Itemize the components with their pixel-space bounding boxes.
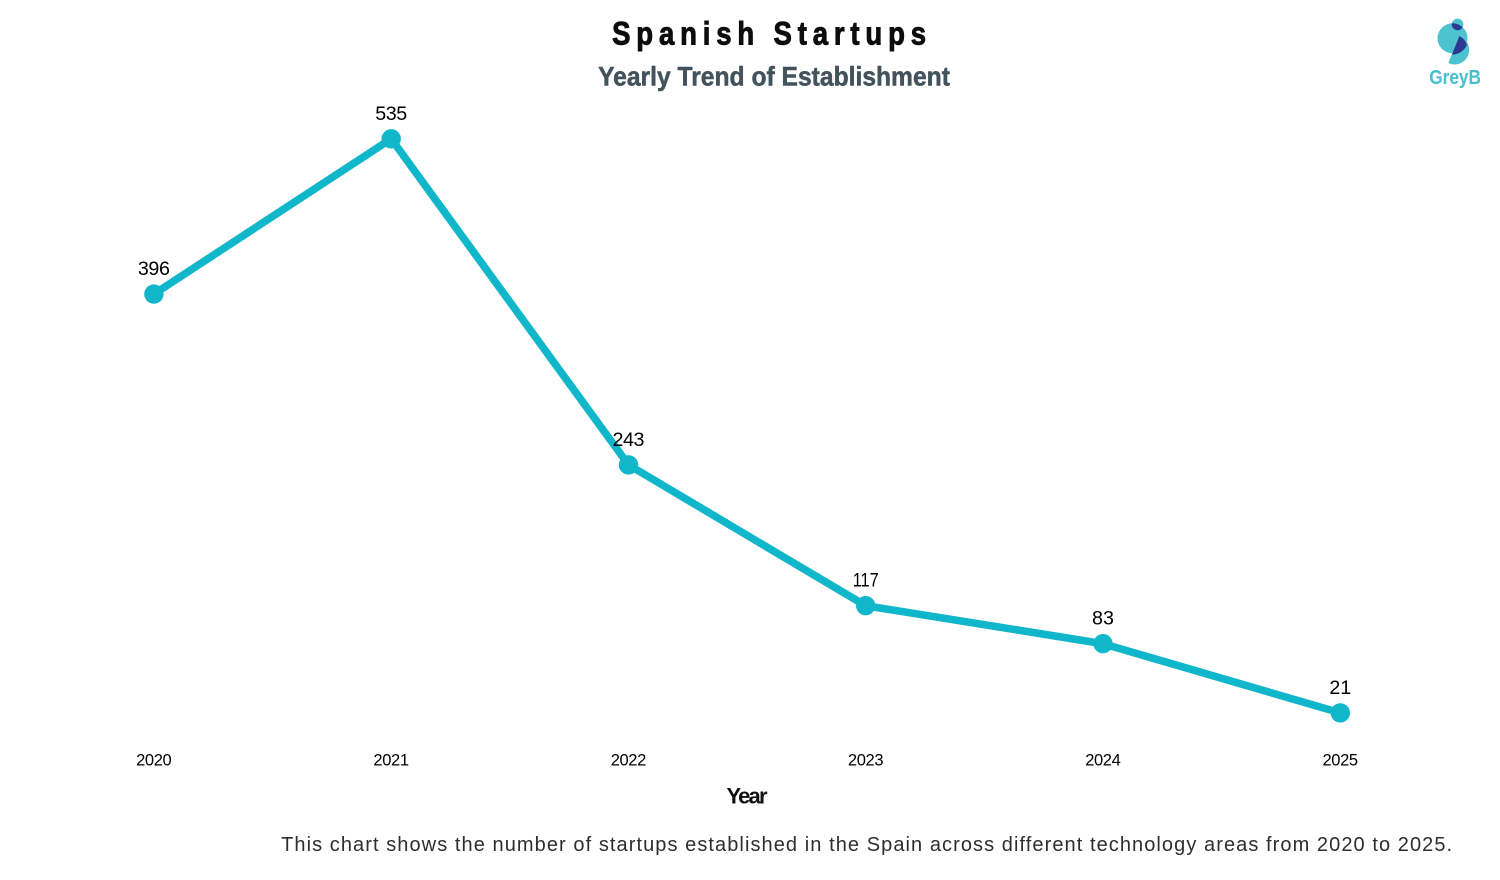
svg-text:2025: 2025: [1323, 751, 1359, 769]
svg-text:2023: 2023: [848, 751, 884, 769]
svg-text:2022: 2022: [611, 751, 647, 769]
svg-text:243: 243: [613, 429, 645, 451]
svg-text:535: 535: [375, 103, 407, 125]
svg-text:21: 21: [1329, 677, 1351, 699]
svg-text:GreyB: GreyB: [1429, 67, 1481, 89]
svg-text:396: 396: [138, 258, 170, 280]
svg-text:This chart shows the number of: This chart shows the number of startups …: [281, 834, 1452, 856]
svg-text:2024: 2024: [1085, 751, 1121, 769]
svg-text:Spanish Startups: Spanish Startups: [612, 17, 932, 52]
svg-text:117: 117: [853, 570, 879, 592]
svg-text:Yearly Trend of Establishment: Yearly Trend of Establishment: [598, 63, 950, 92]
svg-text:Year: Year: [727, 784, 768, 809]
svg-text:2020: 2020: [136, 751, 172, 769]
svg-text:2021: 2021: [373, 751, 409, 769]
svg-text:83: 83: [1092, 608, 1114, 630]
